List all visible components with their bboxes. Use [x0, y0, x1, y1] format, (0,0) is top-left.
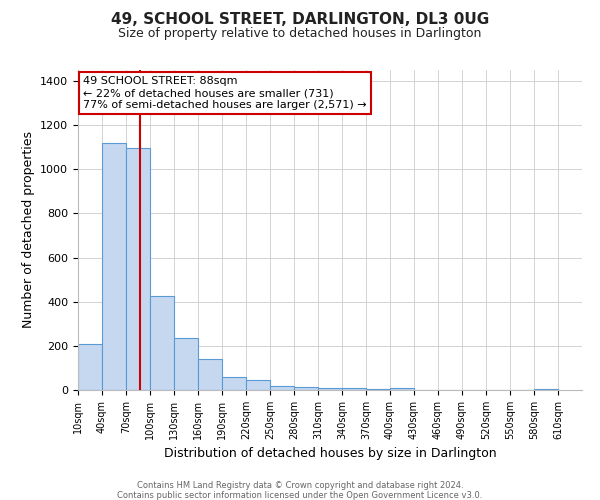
Bar: [294, 386, 318, 390]
Bar: [222, 377, 246, 390]
Bar: [78, 344, 102, 390]
Text: Contains HM Land Registry data © Crown copyright and database right 2024.: Contains HM Land Registry data © Crown c…: [137, 481, 463, 490]
Bar: [318, 388, 342, 390]
Bar: [270, 386, 294, 390]
Bar: [102, 143, 126, 390]
Y-axis label: Number of detached properties: Number of detached properties: [22, 132, 35, 328]
X-axis label: Distribution of detached houses by size in Darlington: Distribution of detached houses by size …: [164, 448, 496, 460]
Text: 49 SCHOOL STREET: 88sqm
← 22% of detached houses are smaller (731)
77% of semi-d: 49 SCHOOL STREET: 88sqm ← 22% of detache…: [83, 76, 367, 110]
Text: Contains public sector information licensed under the Open Government Licence v3: Contains public sector information licen…: [118, 491, 482, 500]
Bar: [198, 359, 222, 390]
Bar: [150, 296, 174, 390]
Bar: [342, 388, 366, 390]
Bar: [366, 389, 390, 390]
Text: Size of property relative to detached houses in Darlington: Size of property relative to detached ho…: [118, 28, 482, 40]
Bar: [534, 389, 558, 390]
Text: 49, SCHOOL STREET, DARLINGTON, DL3 0UG: 49, SCHOOL STREET, DARLINGTON, DL3 0UG: [111, 12, 489, 28]
Bar: [246, 380, 270, 390]
Bar: [174, 338, 198, 390]
Bar: [390, 388, 414, 390]
Bar: [126, 148, 150, 390]
